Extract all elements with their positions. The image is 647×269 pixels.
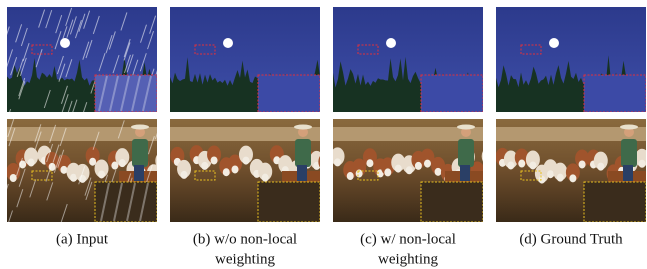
rain-streak — [0, 108, 1, 126]
night-image — [170, 7, 323, 112]
moon — [549, 38, 559, 48]
rain-streak — [0, 63, 1, 81]
cow-face — [223, 168, 230, 176]
cow-face — [424, 160, 431, 168]
figure: (a) Input (b) w/o non-local weighting (c) w… — [0, 0, 647, 269]
cow-face — [435, 168, 442, 176]
cow-face — [242, 157, 249, 165]
cow-face — [262, 174, 269, 182]
cow-face — [518, 160, 525, 168]
rain-streak — [0, 13, 2, 31]
cow-face — [28, 159, 35, 167]
zoom-inset — [421, 75, 483, 112]
zoom-inset — [258, 182, 320, 222]
cow-face — [395, 165, 402, 173]
rain-streak — [157, 165, 163, 183]
cattle-image — [0, 119, 176, 236]
cow-face — [119, 159, 126, 167]
cow — [155, 152, 169, 170]
moon — [223, 38, 233, 48]
rider-legs — [297, 165, 307, 181]
night-image — [333, 7, 486, 112]
rider — [621, 139, 637, 167]
cow-face — [366, 159, 373, 167]
rain-streak — [157, 197, 163, 215]
cattle-image — [331, 119, 496, 222]
cow-face — [98, 170, 105, 178]
night-image — [496, 7, 647, 112]
caption: (a) Input — [56, 231, 109, 247]
cow-face — [529, 161, 536, 169]
rider-legs — [460, 165, 470, 181]
fence — [496, 127, 646, 141]
cow-face — [89, 158, 96, 166]
cow — [482, 147, 496, 165]
caption: weighting — [378, 251, 438, 267]
cow-face — [347, 172, 354, 180]
rider — [295, 139, 311, 167]
cow-face — [60, 166, 67, 174]
zoom-inset — [584, 75, 646, 112]
caption: (d) Ground Truth — [519, 231, 623, 247]
cattle-image — [495, 119, 647, 222]
cow-face — [201, 162, 208, 170]
cow-face — [507, 161, 514, 169]
rain-streak — [162, 180, 168, 198]
cow-face — [415, 162, 422, 170]
rider — [132, 139, 148, 167]
hat — [131, 125, 149, 130]
cow-face — [406, 166, 413, 174]
hat — [294, 125, 312, 130]
cow-face — [579, 160, 586, 168]
rider-legs — [134, 165, 144, 181]
hat — [620, 125, 638, 130]
rider — [458, 139, 474, 167]
fence — [333, 127, 483, 141]
caption: (c) w/ non-local — [360, 231, 456, 247]
cow-face — [211, 156, 218, 164]
fence — [7, 127, 157, 141]
zoom-inset — [258, 75, 320, 112]
cattle-image — [170, 119, 332, 222]
cow-face — [597, 163, 604, 171]
zoom-inset — [421, 182, 483, 222]
caption: weighting — [215, 251, 275, 267]
cow-face — [322, 164, 329, 172]
rain-streak — [158, 82, 164, 100]
cow-face — [181, 171, 188, 179]
hat — [457, 125, 475, 130]
night-image — [0, 7, 175, 127]
rider-legs — [623, 165, 633, 181]
cow-face — [639, 160, 646, 168]
cow-face — [538, 176, 545, 184]
cow — [318, 153, 332, 171]
cow-face — [334, 158, 341, 166]
rain-streak — [0, 167, 6, 185]
cow-face — [10, 174, 17, 182]
cow-face — [569, 174, 576, 182]
cow-face — [557, 174, 564, 182]
zoom-inset — [584, 182, 646, 222]
rain-streak — [0, 36, 6, 54]
fence — [170, 127, 320, 141]
cow-face — [384, 168, 391, 176]
cow-face — [232, 165, 239, 173]
moon — [386, 38, 396, 48]
cow-face — [485, 158, 492, 166]
caption: (b) w/o non-local — [193, 231, 297, 247]
rain-streak — [0, 16, 4, 34]
cow-face — [159, 163, 166, 171]
cow-face — [547, 170, 554, 178]
